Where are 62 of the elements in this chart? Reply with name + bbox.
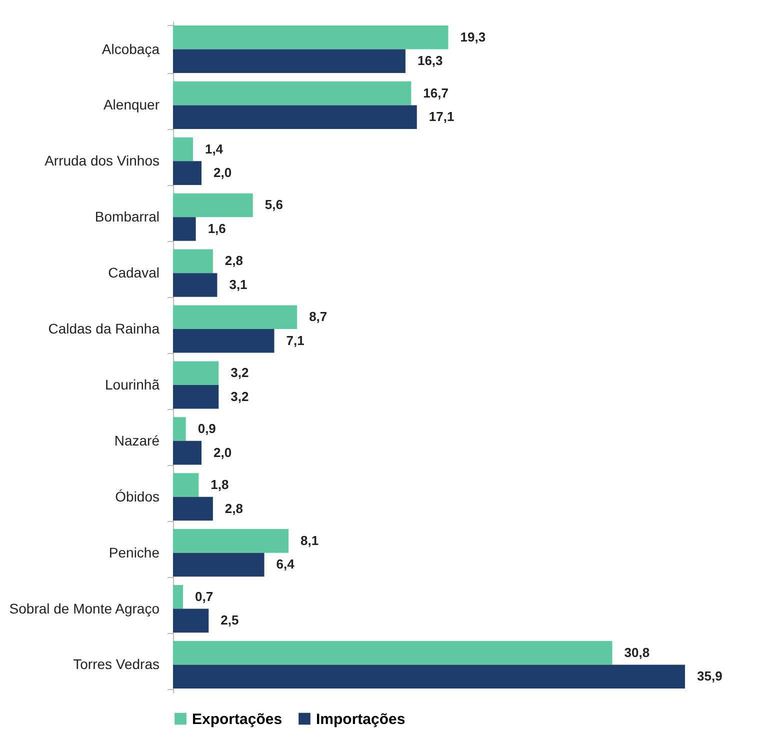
data-label: 2,0 — [214, 444, 232, 460]
data-label: 1,6 — [208, 221, 226, 236]
bar — [173, 473, 199, 497]
y-tick-label: Lourinhã — [105, 376, 160, 392]
y-tick-label: Caldas da Rainha — [48, 320, 160, 337]
data-label: 19,3 — [460, 29, 486, 44]
data-label: 0,7 — [194, 588, 214, 604]
data-label: 30,8 — [624, 644, 650, 660]
bar — [173, 552, 264, 577]
data-label: 0,9 — [198, 421, 216, 436]
bar — [173, 496, 213, 521]
bar — [173, 49, 406, 74]
bar — [173, 529, 289, 553]
y-tick-label: Peniche — [108, 544, 160, 560]
data-label: 2,8 — [224, 500, 244, 516]
bar — [173, 25, 448, 50]
bar — [173, 249, 213, 274]
y-tick-label: Nazaré — [114, 432, 160, 448]
bar — [173, 384, 219, 409]
bar — [173, 193, 253, 218]
y-tick-label: Óbidos — [115, 488, 160, 504]
bar — [173, 217, 196, 241]
bar — [173, 417, 186, 441]
bar — [173, 161, 202, 185]
bar — [173, 305, 298, 330]
data-label: 7,1 — [286, 332, 304, 348]
y-tick-label: Alenquer — [103, 96, 160, 113]
bar — [173, 361, 219, 385]
y-tick-label: Bombarral — [94, 208, 160, 225]
data-label: 5,6 — [264, 197, 283, 212]
data-label: 1,8 — [210, 476, 229, 492]
y-tick-label: Alcobaça — [102, 40, 160, 57]
bar — [173, 640, 612, 665]
data-label: 6,4 — [276, 556, 296, 572]
bar — [173, 440, 202, 465]
data-label: 16,7 — [423, 85, 448, 100]
data-label: 8,1 — [300, 532, 319, 548]
data-label: 17,1 — [428, 109, 454, 124]
bar — [173, 81, 412, 106]
bar — [173, 329, 274, 353]
data-label: 35,9 — [697, 668, 722, 684]
legend-label: Importações — [316, 710, 406, 728]
data-label: 8,7 — [309, 309, 328, 324]
data-label: 16,3 — [417, 53, 443, 68]
data-label: 2,5 — [220, 612, 239, 628]
bar — [173, 664, 685, 689]
legend-label: Exportações — [192, 710, 282, 728]
data-label: 1,4 — [204, 141, 224, 156]
bar — [173, 273, 218, 297]
y-tick-label: Sobral de Monte Agraço — [9, 600, 160, 616]
data-label: 3,2 — [230, 388, 249, 404]
bar — [173, 105, 417, 129]
data-label: 3,1 — [229, 276, 248, 292]
y-tick-label: Cadaval — [108, 264, 160, 281]
y-tick-label: Torres Vedras — [73, 656, 160, 672]
bar — [173, 137, 193, 162]
bar — [173, 585, 183, 609]
y-tick-label: Arruda dos Vinhos — [44, 152, 160, 169]
data-label: 3,2 — [230, 365, 249, 380]
data-label: 2,0 — [214, 165, 232, 180]
bar — [173, 608, 209, 633]
data-label: 2,8 — [224, 253, 244, 268]
